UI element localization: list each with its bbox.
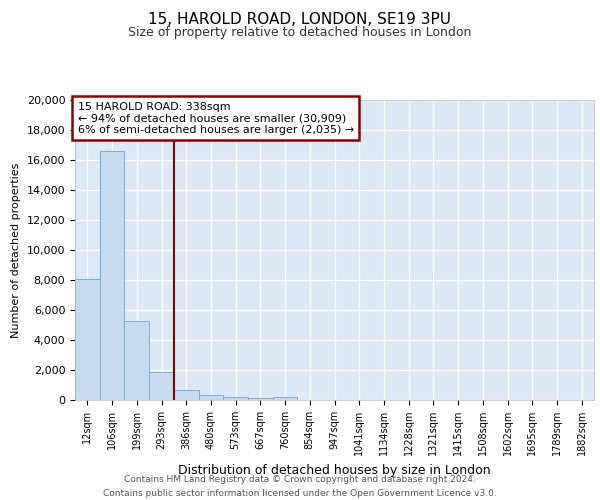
Bar — [174, 390, 199, 400]
Bar — [248, 398, 273, 400]
X-axis label: Distribution of detached houses by size in London: Distribution of detached houses by size … — [178, 464, 491, 476]
Bar — [75, 278, 100, 400]
Text: Contains HM Land Registry data © Crown copyright and database right 2024.
Contai: Contains HM Land Registry data © Crown c… — [103, 476, 497, 498]
Bar — [273, 398, 298, 400]
Bar — [223, 397, 248, 400]
Bar — [149, 372, 174, 400]
Text: Size of property relative to detached houses in London: Size of property relative to detached ho… — [128, 26, 472, 39]
Bar — [124, 320, 149, 400]
Text: 15, HAROLD ROAD, LONDON, SE19 3PU: 15, HAROLD ROAD, LONDON, SE19 3PU — [149, 12, 452, 28]
Text: 15 HAROLD ROAD: 338sqm
← 94% of detached houses are smaller (30,909)
6% of semi-: 15 HAROLD ROAD: 338sqm ← 94% of detached… — [77, 102, 354, 134]
Bar — [199, 396, 223, 400]
Y-axis label: Number of detached properties: Number of detached properties — [11, 162, 21, 338]
Bar — [100, 151, 124, 400]
